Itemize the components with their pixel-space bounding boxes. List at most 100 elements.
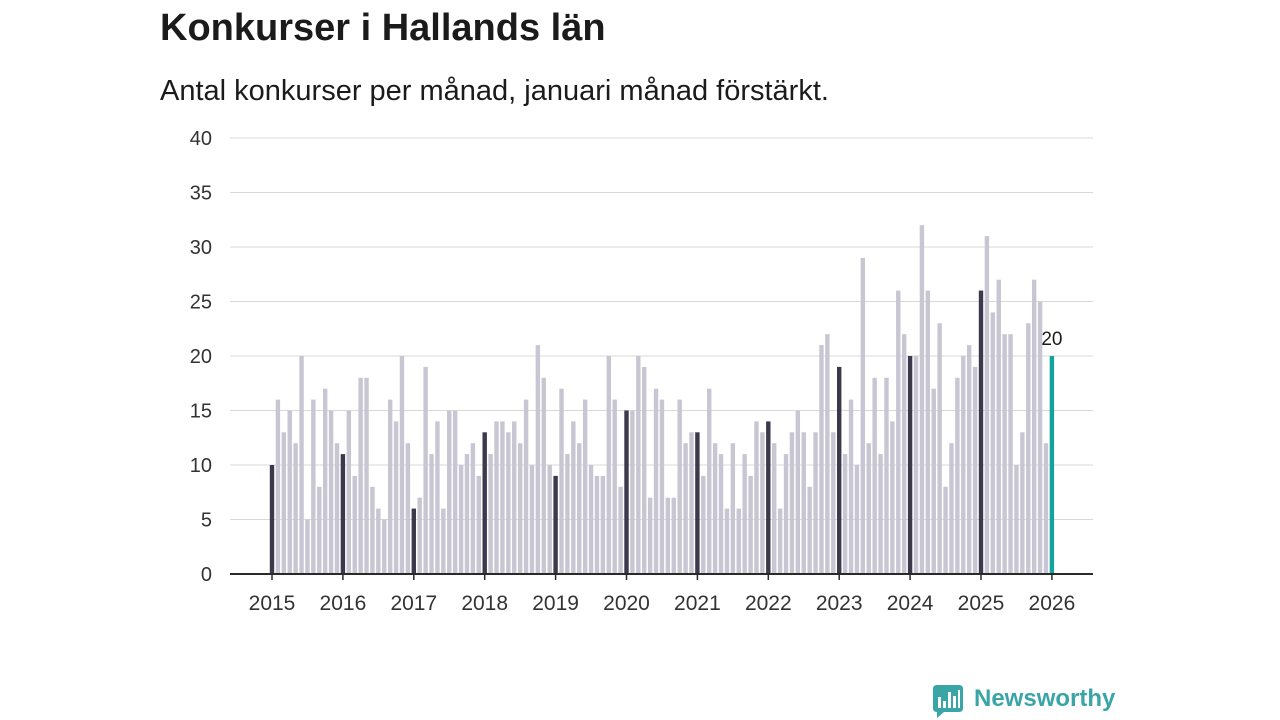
bar <box>777 508 783 574</box>
bar <box>659 399 665 574</box>
bar <box>789 432 795 574</box>
y-tick-label: 0 <box>201 564 212 586</box>
bar <box>606 356 611 574</box>
bar <box>807 486 812 574</box>
bar-january <box>482 432 487 574</box>
bar-january <box>766 421 771 574</box>
bars: 20 <box>269 225 1062 574</box>
x-tick-label: 2023 <box>816 592 863 615</box>
bar <box>458 465 464 574</box>
bar <box>919 225 925 574</box>
bar <box>293 443 298 574</box>
bar <box>423 366 428 574</box>
bar <box>594 475 600 574</box>
chart-subtitle: Antal konkurser per månad, januari månad… <box>160 75 829 107</box>
bar <box>523 399 529 574</box>
bar-january <box>624 410 629 574</box>
bar <box>949 443 954 574</box>
bar <box>577 443 582 574</box>
bar <box>795 410 801 574</box>
bar <box>825 334 830 574</box>
bar <box>364 377 369 574</box>
bar <box>801 432 806 574</box>
x-tick-label: 2021 <box>674 592 721 615</box>
bar <box>322 388 328 574</box>
bar <box>452 410 458 574</box>
bar <box>937 323 942 574</box>
bar-january <box>978 290 984 574</box>
bar <box>405 443 411 574</box>
bar <box>352 475 357 574</box>
bar <box>730 443 736 574</box>
bar <box>582 399 588 574</box>
bar <box>647 497 653 574</box>
bar <box>334 443 340 574</box>
y-axis: 0 5 10 15 20 25 30 35 40 <box>190 128 212 586</box>
bar-january <box>340 454 346 574</box>
bar <box>707 388 712 574</box>
latest-value-label: 20 <box>1041 329 1062 350</box>
bar <box>748 475 753 574</box>
bar <box>447 410 452 574</box>
bar <box>612 399 617 574</box>
bar <box>996 279 1001 574</box>
bar <box>772 443 777 574</box>
bar <box>961 356 966 574</box>
x-tick-label: 2018 <box>461 592 508 615</box>
bar-latest <box>1049 356 1055 574</box>
bar <box>1031 279 1037 574</box>
bar <box>878 454 883 574</box>
bar <box>370 486 375 574</box>
bar <box>665 497 671 574</box>
bar <box>966 345 972 574</box>
bar <box>760 432 765 574</box>
bar <box>653 388 659 574</box>
bar <box>1037 301 1043 574</box>
x-tick-label: 2020 <box>603 592 650 615</box>
bar <box>547 465 552 574</box>
bar <box>346 410 352 574</box>
x-tick-label: 2016 <box>320 592 367 615</box>
bar <box>984 236 990 574</box>
bar-january <box>553 475 558 574</box>
bar <box>571 421 576 574</box>
bar <box>382 519 387 574</box>
bar <box>677 399 682 574</box>
bar <box>866 443 871 574</box>
bar-january <box>837 366 842 574</box>
bar <box>470 443 476 574</box>
bar <box>506 432 511 574</box>
newsworthy-logo-icon <box>933 685 963 718</box>
bar <box>600 475 606 574</box>
bar-january <box>411 508 416 574</box>
bar <box>287 410 292 574</box>
y-tick-label: 10 <box>190 455 212 477</box>
bar <box>1008 334 1013 574</box>
bar <box>429 454 434 574</box>
bar <box>464 454 470 574</box>
bar <box>500 421 505 574</box>
bar <box>890 421 895 574</box>
bar <box>689 432 694 574</box>
bar <box>724 508 730 574</box>
bar <box>642 366 647 574</box>
bar <box>831 432 836 574</box>
bar <box>393 421 399 574</box>
bar <box>387 399 393 574</box>
bar <box>872 377 877 574</box>
bar <box>435 421 440 574</box>
y-tick-label: 30 <box>190 237 212 259</box>
bar-january <box>269 465 275 574</box>
x-tick-label: 2022 <box>745 592 792 615</box>
brand-name: Newsworthy <box>974 685 1116 712</box>
bar <box>955 377 960 574</box>
bar <box>972 366 978 574</box>
y-tick-label: 25 <box>190 292 212 314</box>
bar <box>559 388 564 574</box>
bar <box>683 443 688 574</box>
bar-january <box>695 432 700 574</box>
bar <box>712 443 718 574</box>
bar <box>476 475 481 574</box>
bar <box>671 497 676 574</box>
y-tick-label: 5 <box>201 510 212 532</box>
